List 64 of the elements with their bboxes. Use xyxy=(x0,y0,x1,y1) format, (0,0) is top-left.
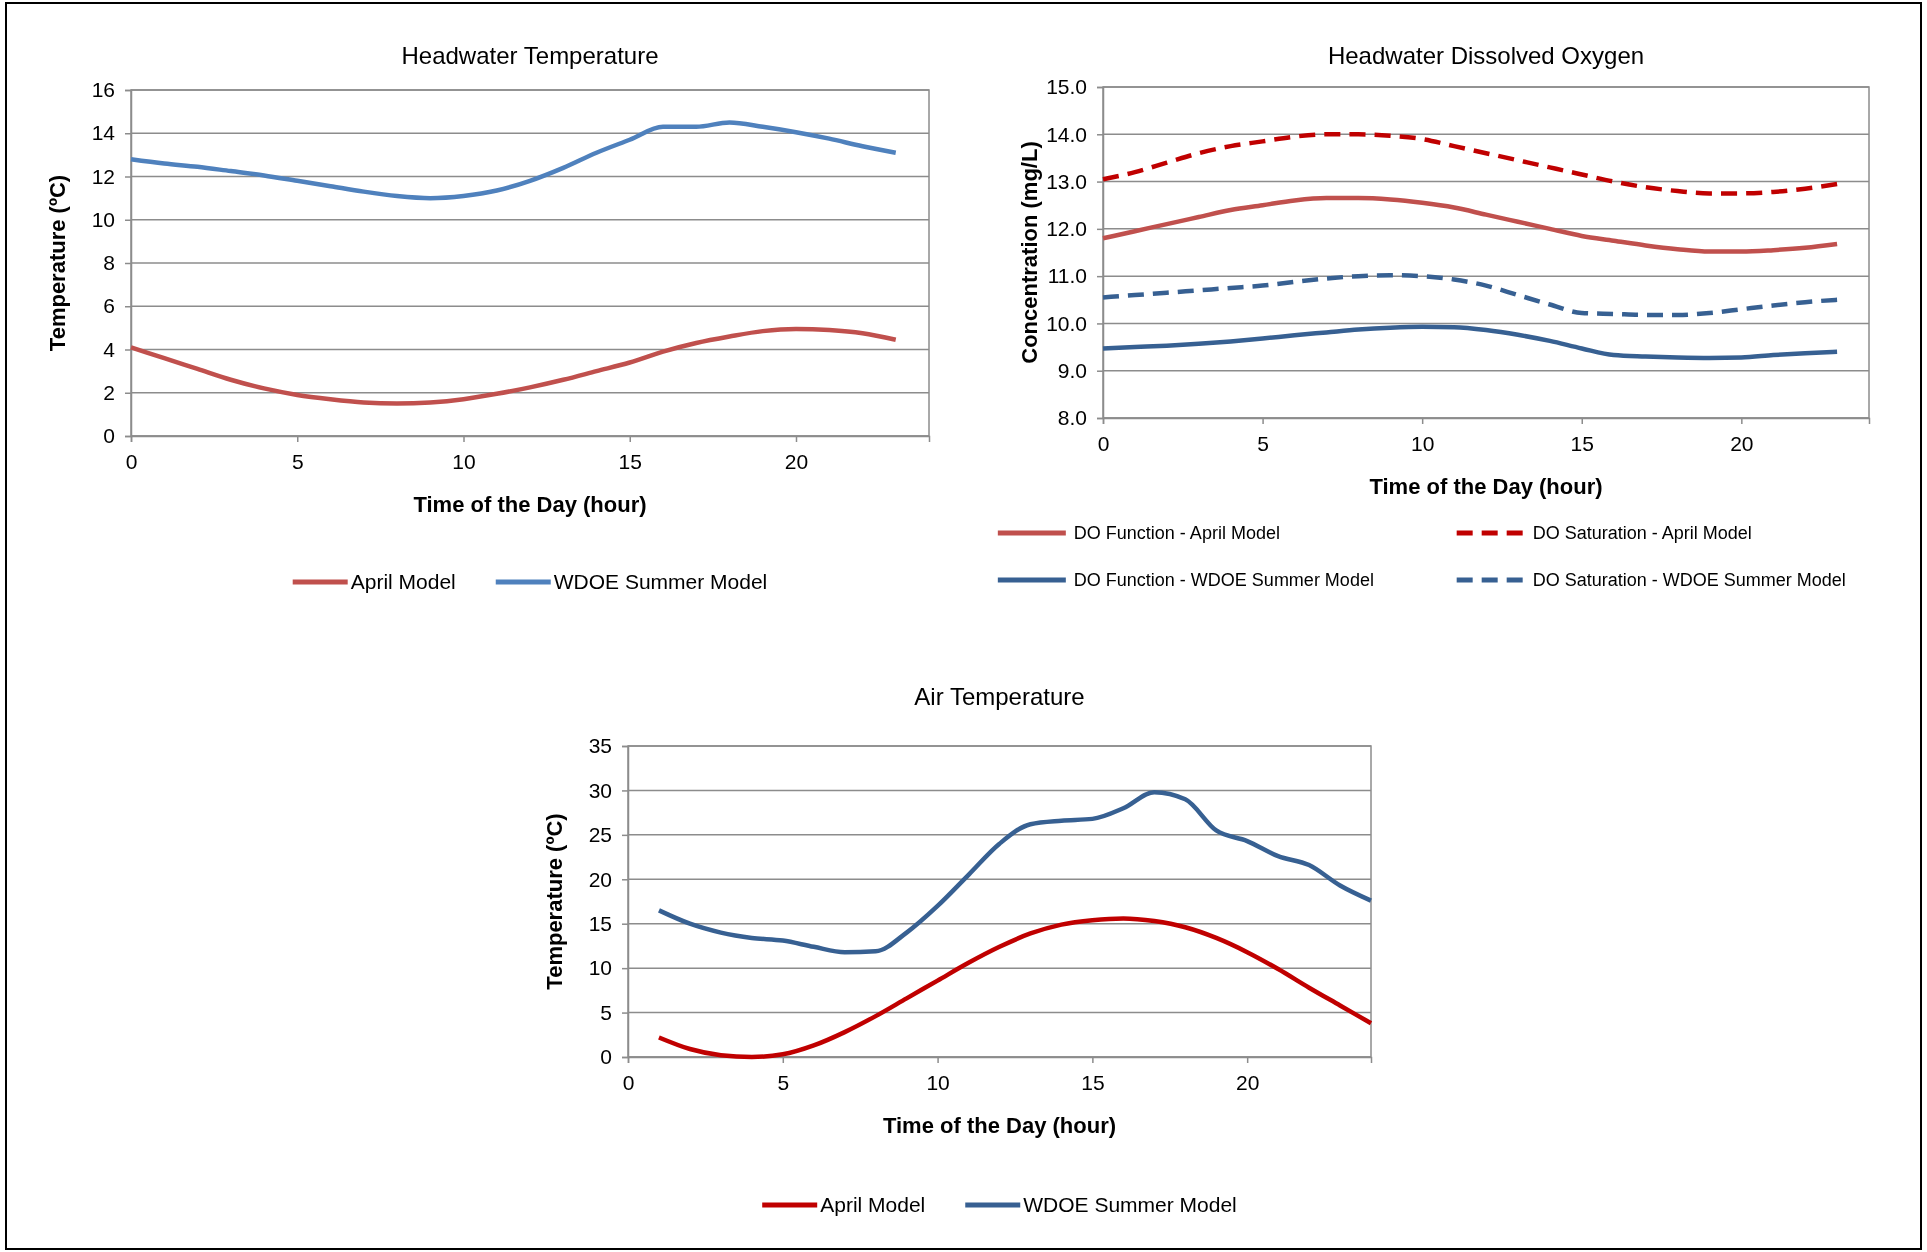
x-tick-label: 5 xyxy=(291,449,304,473)
y-tick-label: 10 xyxy=(588,956,612,980)
y-tick-label: 20 xyxy=(588,867,612,891)
x-tick-label: 0 xyxy=(1097,431,1110,455)
y-tick-label: 8 xyxy=(103,251,115,275)
x-tick-label: 10 xyxy=(1410,431,1435,455)
legend-label: WDOE Summer Model xyxy=(553,570,768,593)
x-tick-label: 5 xyxy=(777,1070,790,1094)
x-tick-label: 20 xyxy=(1730,431,1754,455)
chart-title: Air Temperature xyxy=(914,683,1085,710)
y-tick-label: 16 xyxy=(91,78,115,102)
y-axis-title: Temperature (ºC) xyxy=(542,813,567,990)
y-tick-label: 14 xyxy=(91,121,116,145)
line-series xyxy=(656,916,1374,1060)
x-tick-label: 0 xyxy=(622,1070,635,1094)
x-axis-title: Time of the Day (hour) xyxy=(882,1113,1117,1138)
legend-label: April Model xyxy=(350,570,456,593)
y-tick-label: 11.0 xyxy=(1047,264,1087,288)
x-axis-title: Time of the Day (hour) xyxy=(1369,474,1603,499)
x-tick-label: 20 xyxy=(784,449,809,473)
y-axis-title: Temperature (ºC) xyxy=(45,174,70,352)
y-tick-label: 0 xyxy=(600,1045,612,1069)
y-tick-label: 8.0 xyxy=(1057,406,1087,430)
y-tick-label: 2 xyxy=(103,380,115,404)
line-series xyxy=(1100,132,1840,196)
line-series xyxy=(1100,195,1840,254)
line-series xyxy=(128,120,898,201)
x-tick-label: 5 xyxy=(1257,431,1269,455)
line-series xyxy=(1100,324,1840,361)
x-tick-label: 15 xyxy=(618,449,642,473)
chart-title: Headwater Dissolved Oxygen xyxy=(1327,42,1645,69)
x-tick-label: 20 xyxy=(1235,1070,1260,1094)
line-series xyxy=(1100,272,1840,318)
y-tick-label: 30 xyxy=(588,778,612,802)
legend-label: DO Saturation - April Model xyxy=(1532,523,1752,543)
legend-label: DO Function - WDOE Summer Model xyxy=(1073,570,1374,590)
line-series xyxy=(128,326,898,406)
x-tick-label: 10 xyxy=(926,1070,950,1094)
y-tick-label: 6 xyxy=(103,294,115,318)
x-tick-label: 15 xyxy=(1081,1070,1105,1094)
y-tick-label: 5 xyxy=(600,1000,612,1024)
legend-label: WDOE Summer Model xyxy=(1023,1193,1237,1216)
y-tick-label: 10.0 xyxy=(1046,311,1087,335)
y-axis-title: Concentration (mg/L) xyxy=(1017,141,1042,364)
y-tick-label: 12 xyxy=(91,164,115,188)
chart-title: Headwater Temperature xyxy=(401,42,659,69)
y-tick-label: 9.0 xyxy=(1057,358,1087,382)
x-tick-label: 15 xyxy=(1570,431,1594,455)
y-tick-label: 14.0 xyxy=(1046,122,1087,146)
y-tick-label: 15 xyxy=(588,911,612,935)
x-tick-label: 0 xyxy=(125,449,138,473)
y-tick-label: 4 xyxy=(103,337,116,361)
legend-label: DO Saturation - WDOE Summer Model xyxy=(1532,570,1846,590)
y-tick-label: 15.0 xyxy=(1046,75,1087,99)
y-tick-label: 10 xyxy=(91,207,115,231)
x-tick-label: 10 xyxy=(452,449,476,473)
y-tick-label: 13.0 xyxy=(1046,169,1087,193)
y-tick-label: 12.0 xyxy=(1046,217,1087,241)
x-axis-title: Time of the Day (hour) xyxy=(413,492,647,517)
y-tick-label: 25 xyxy=(588,823,612,847)
y-tick-label: 35 xyxy=(588,734,612,758)
legend-label: April Model xyxy=(820,1193,926,1216)
line-series xyxy=(656,789,1374,955)
legend-label: DO Function - April Model xyxy=(1073,523,1280,543)
